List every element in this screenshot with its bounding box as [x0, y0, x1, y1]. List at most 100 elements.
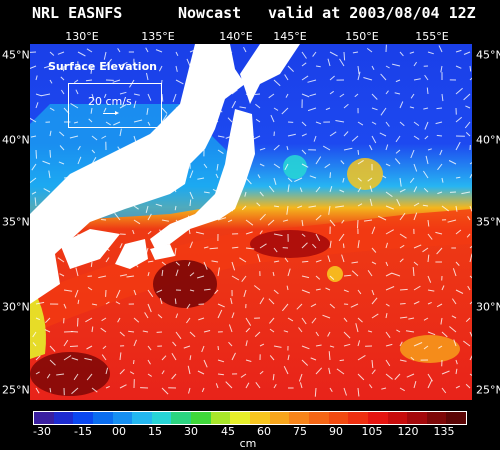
lon-label-150: 150°E [345, 30, 379, 43]
current-vector [440, 65, 443, 73]
current-vector [49, 51, 55, 56]
current-vector [301, 289, 310, 294]
current-vector [396, 329, 401, 333]
current-vector [245, 219, 254, 226]
current-vector [33, 272, 37, 277]
current-vector [57, 219, 65, 224]
current-vector [105, 58, 112, 67]
current-vector [175, 313, 179, 319]
current-vector [341, 254, 345, 263]
current-vector [357, 71, 361, 81]
colorbar-tick: 120 [397, 425, 419, 438]
current-vector [465, 132, 471, 137]
current-vector [435, 231, 443, 235]
current-vector [299, 187, 303, 193]
current-vector [377, 215, 387, 221]
current-vector [143, 64, 149, 67]
current-vector [281, 107, 289, 115]
current-vector [98, 275, 107, 279]
current-vector [287, 354, 290, 361]
current-vector [158, 65, 163, 72]
current-vector [202, 213, 205, 221]
current-vector [147, 271, 150, 277]
current-vector [413, 285, 421, 291]
current-vector [465, 105, 471, 109]
current-vector [315, 331, 320, 337]
elevation-map[interactable] [30, 44, 472, 400]
current-vector [86, 373, 93, 381]
current-vector [329, 90, 334, 95]
current-vector [325, 107, 331, 111]
current-vector [63, 289, 73, 292]
current-vector [409, 177, 415, 184]
current-vector [253, 285, 261, 291]
current-vector [119, 104, 127, 109]
current-vector [298, 327, 303, 333]
current-vector [63, 177, 69, 179]
current-vector [254, 331, 261, 337]
current-vector [385, 144, 389, 151]
current-vector [147, 177, 153, 182]
current-vector [159, 297, 163, 305]
current-vector [385, 90, 389, 95]
current-vector [196, 275, 205, 279]
current-vector [282, 219, 289, 222]
current-vector [91, 201, 94, 207]
current-vector [469, 173, 472, 179]
current-vector [231, 186, 237, 193]
current-vector [239, 106, 247, 109]
current-vector [146, 72, 149, 81]
current-vector [105, 301, 110, 305]
current-vector [70, 102, 79, 109]
current-vector [405, 330, 415, 333]
current-vector [259, 343, 265, 347]
current-vector [161, 261, 167, 266]
current-vector [455, 116, 463, 123]
current-vector [133, 191, 141, 197]
current-vector [175, 177, 183, 184]
current-vector [203, 359, 208, 368]
current-vector [77, 233, 80, 243]
current-vector [394, 92, 401, 95]
current-vector [399, 316, 408, 319]
current-vector [308, 205, 317, 208]
current-vector [307, 107, 317, 112]
current-vector [413, 163, 418, 172]
current-vector [467, 216, 471, 221]
current-vector [133, 219, 141, 225]
current-vector [175, 65, 178, 72]
current-vector [427, 289, 435, 292]
current-vector [413, 212, 418, 221]
colorbar-unit: cm [239, 437, 257, 450]
current-vector [448, 160, 457, 165]
current-vector [119, 274, 127, 277]
current-vector [35, 102, 39, 109]
current-vector [381, 387, 387, 390]
current-vector [183, 345, 191, 349]
current-vector [60, 76, 65, 81]
current-vector [46, 373, 51, 379]
asia-coast [30, 44, 245, 304]
current-vector [297, 205, 303, 209]
current-vector [155, 184, 163, 193]
current-vector [273, 260, 280, 263]
current-vector [328, 205, 331, 215]
warm-eddy-1 [153, 260, 217, 308]
current-vector [413, 301, 420, 305]
current-vector [175, 105, 183, 109]
current-vector [74, 289, 79, 298]
current-vector [399, 288, 408, 291]
current-vector [379, 132, 387, 137]
current-vector [214, 289, 219, 295]
current-vector [399, 188, 406, 193]
current-vector [427, 254, 430, 263]
current-vector [227, 117, 233, 123]
current-vector [343, 387, 347, 396]
current-vector [157, 314, 163, 319]
current-vector [423, 107, 429, 110]
current-vector [132, 229, 135, 235]
current-vector [257, 174, 261, 179]
current-vector [49, 345, 56, 352]
current-vector [86, 48, 93, 53]
current-vector [35, 149, 37, 159]
